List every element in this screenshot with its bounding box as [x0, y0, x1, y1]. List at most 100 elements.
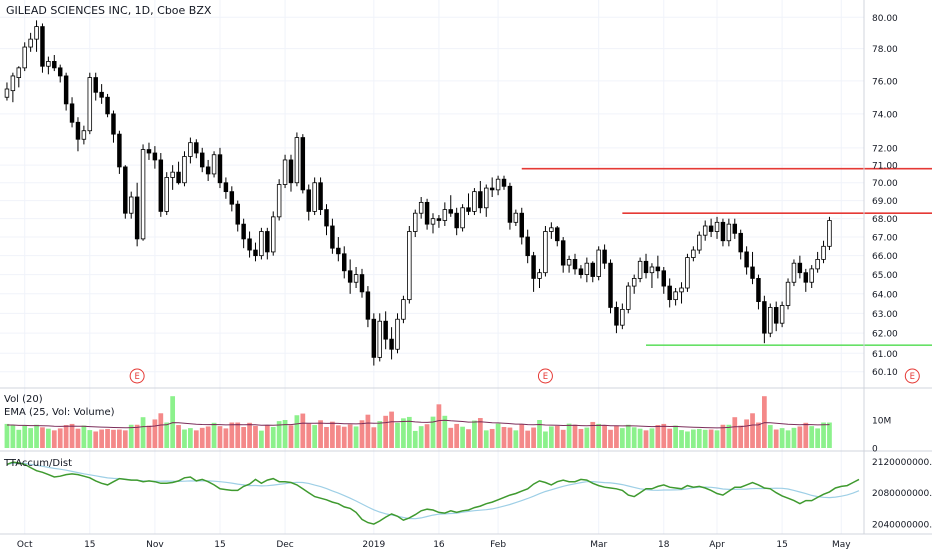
candle-body: [549, 227, 554, 232]
candle-body: [176, 171, 181, 184]
volume-bar: [507, 427, 513, 448]
accum-tick-label: 2120000000.00: [872, 458, 932, 468]
volume-bar: [395, 422, 400, 448]
candle-body: [4, 88, 10, 98]
price-tick-label: 61.00: [872, 350, 898, 360]
candle-body: [170, 171, 175, 178]
candle-body: [383, 320, 388, 340]
volume-bar: [247, 422, 252, 448]
volume-bar: [560, 429, 566, 448]
candle-body: [791, 262, 797, 283]
candle-body: [537, 272, 542, 279]
volume-bar: [537, 420, 542, 448]
price-tick-label: 67.00: [872, 234, 898, 244]
candle-body: [294, 137, 300, 184]
candle-body: [75, 121, 81, 140]
volume-bar: [543, 431, 548, 448]
candle-body: [253, 249, 258, 257]
candle-body: [525, 236, 530, 257]
candle-body: [146, 149, 152, 154]
earnings-marker[interactable]: [537, 368, 553, 384]
candle-body: [330, 225, 335, 249]
candle-body: [111, 113, 116, 135]
price-tick-label: 76.00: [872, 77, 898, 87]
volume-bar: [436, 404, 442, 448]
volume-bar: [282, 420, 288, 448]
candle-body: [365, 291, 371, 320]
volume-bar: [134, 424, 140, 448]
candle-body: [543, 231, 548, 274]
volume-bar: [590, 421, 596, 448]
earnings-marker[interactable]: [129, 368, 145, 384]
volume-bar: [489, 428, 495, 448]
volume-bar: [732, 417, 738, 448]
volume-bar: [347, 424, 353, 448]
candle-body: [22, 46, 27, 69]
volume-bar: [40, 427, 45, 448]
volume-bar: [330, 421, 335, 448]
candle-body: [105, 96, 110, 115]
candle-body: [276, 184, 282, 218]
candle-body: [809, 268, 814, 283]
volume-bar: [649, 428, 655, 448]
candle-body: [418, 201, 424, 214]
time-tick-label: May: [832, 540, 851, 550]
volume-bar: [756, 422, 761, 448]
volume-bar: [176, 425, 181, 448]
price-tick-label: 68.00: [872, 215, 898, 225]
time-tick-label: Mar: [590, 540, 607, 550]
candle-body: [395, 318, 400, 350]
volume-bar: [608, 429, 613, 448]
candle-body: [762, 301, 767, 334]
candle-body: [188, 142, 193, 157]
candle-body: [63, 75, 69, 105]
candle-body: [478, 191, 483, 209]
volume-bar: [276, 421, 282, 448]
candle-body: [389, 338, 394, 350]
time-tick-label: Apr: [709, 540, 725, 550]
volume-bar: [10, 425, 16, 448]
candle-body: [324, 209, 329, 227]
candle-body: [199, 152, 205, 168]
candle-body: [720, 221, 726, 242]
candle-body: [608, 262, 613, 308]
candle-body: [803, 272, 809, 283]
volume-bar: [188, 428, 193, 448]
candle-body: [815, 259, 820, 270]
price-tick-label: 69.00: [872, 197, 898, 207]
earnings-marker[interactable]: [904, 368, 920, 384]
volume-bar: [791, 427, 797, 448]
candle-body: [501, 178, 507, 187]
volume-bar: [93, 431, 99, 448]
volume-bar: [714, 430, 720, 448]
price-tick-label: 74.00: [872, 110, 898, 120]
candle-body: [401, 299, 406, 320]
volume-bar: [803, 422, 809, 448]
volume-bar: [418, 426, 424, 448]
time-tick-label: Dec: [276, 540, 293, 550]
volume-bar: [661, 423, 667, 448]
volume-bar: [306, 423, 312, 448]
volume-bar: [253, 425, 258, 448]
candle-body: [584, 262, 590, 275]
chart-title: GILEAD SCIENCES INC, 1D, Cboe BZX: [6, 4, 212, 17]
candle-body: [578, 268, 584, 275]
volume-bar: [217, 426, 223, 448]
volume-bar: [122, 430, 128, 448]
candle-body: [282, 159, 288, 185]
candle-body: [460, 207, 465, 229]
candle-body: [265, 231, 270, 253]
volume-bar: [779, 428, 785, 448]
volume-bar: [199, 427, 205, 448]
candle-body: [123, 166, 128, 214]
volume-bar: [815, 428, 820, 448]
candle-body: [235, 203, 240, 225]
candle-body: [590, 262, 595, 277]
volume-bar: [294, 415, 300, 448]
volume-bar: [4, 423, 10, 448]
price-tick-label: 62.00: [872, 330, 898, 340]
candle-body: [620, 308, 625, 326]
candle-body: [602, 249, 607, 264]
price-tick-label: 78.00: [872, 45, 898, 55]
